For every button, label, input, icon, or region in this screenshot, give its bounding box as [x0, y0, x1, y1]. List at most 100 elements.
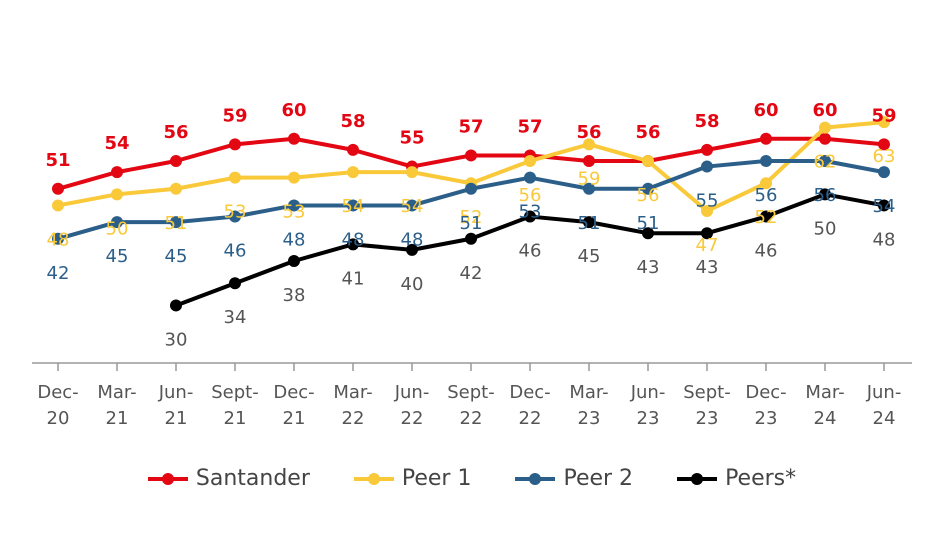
- data-label: 56: [814, 185, 837, 206]
- data-label: 46: [224, 241, 247, 262]
- point: [406, 243, 418, 256]
- point: [583, 182, 595, 195]
- point: [229, 210, 241, 223]
- data-label: 45: [106, 246, 129, 267]
- point: [347, 238, 359, 251]
- data-label: 50: [106, 218, 129, 239]
- point: [878, 199, 890, 212]
- point: [52, 199, 64, 212]
- data-label: 59: [578, 168, 601, 189]
- legend-swatch: [353, 472, 394, 485]
- data-label: 51: [578, 213, 601, 234]
- data-label: 53: [283, 202, 306, 223]
- point: [52, 182, 64, 195]
- legend-label: Santander: [195, 466, 310, 491]
- legend-swatch: [677, 472, 718, 485]
- point: [406, 199, 418, 212]
- x-tick-label: Jun-21: [158, 382, 194, 429]
- point: [878, 116, 890, 129]
- data-label: 59: [222, 105, 247, 126]
- data-label: 53: [519, 202, 542, 223]
- point: [878, 166, 890, 179]
- x-tick-label: Dec-22: [509, 382, 551, 429]
- point: [524, 171, 536, 184]
- data-label: 30: [165, 329, 188, 350]
- point: [524, 155, 536, 167]
- x-tick-label: Jun-24: [866, 382, 902, 429]
- data-label: 40: [401, 274, 424, 295]
- point: [642, 155, 654, 167]
- point: [524, 210, 536, 223]
- legend: Santander Peer 1 Peer 2 Peers*: [0, 466, 944, 491]
- legend-item: Santander: [147, 466, 310, 491]
- data-label: 53: [224, 202, 247, 223]
- point: [347, 199, 359, 212]
- point: [288, 171, 300, 184]
- point: [111, 166, 123, 179]
- legend-item: Peer 1: [353, 466, 471, 491]
- point: [406, 166, 418, 179]
- data-label: 56: [637, 185, 660, 206]
- data-label: 48: [342, 229, 365, 250]
- point: [642, 182, 654, 195]
- point: [642, 227, 654, 240]
- legend-marker: [529, 472, 542, 485]
- legend-swatch: [515, 472, 556, 485]
- legend-label: Peers*: [725, 466, 797, 491]
- x-tick-label: Jun-23: [630, 382, 666, 429]
- data-label: 51: [460, 213, 483, 234]
- point: [583, 216, 595, 229]
- point: [583, 155, 595, 167]
- point: [52, 232, 64, 245]
- point: [111, 216, 123, 229]
- x-tick-label: Dec-21: [273, 382, 315, 429]
- legend-item: Peers*: [677, 466, 796, 491]
- x-tick-label: Dec-20: [37, 382, 79, 429]
- point: [819, 155, 831, 167]
- data-label: 52: [755, 207, 778, 228]
- data-label: 34: [224, 307, 247, 328]
- point: [760, 132, 772, 145]
- data-label: 54: [342, 196, 365, 217]
- x-tick-label: Mar-22: [333, 382, 373, 429]
- data-label: 43: [637, 257, 660, 278]
- data-label: 45: [165, 246, 188, 267]
- legend-marker: [367, 472, 380, 485]
- data-label: 60: [753, 100, 778, 121]
- data-label: 46: [755, 241, 778, 262]
- data-label: 48: [401, 229, 424, 250]
- data-label: 48: [47, 229, 70, 250]
- data-label: 54: [104, 133, 129, 154]
- legend-label: Peer 2: [563, 466, 634, 491]
- data-label: 55: [696, 191, 719, 212]
- point: [819, 188, 831, 201]
- point: [347, 143, 359, 156]
- point: [170, 216, 182, 229]
- point: [583, 138, 595, 151]
- data-label: 41: [342, 268, 365, 289]
- x-tick-label: Sept-23: [683, 382, 731, 429]
- x-tick-label: Dec-23: [745, 382, 787, 429]
- x-tick-label: Sept-22: [447, 382, 495, 429]
- x-tick-label: Mar-24: [805, 382, 845, 429]
- point: [760, 177, 772, 190]
- point: [701, 227, 713, 240]
- point: [288, 255, 300, 267]
- data-label: 54: [401, 196, 424, 217]
- x-tick-label: Mar-23: [569, 382, 609, 429]
- data-label: 54: [873, 196, 896, 217]
- data-label: 57: [458, 116, 483, 137]
- data-label: 55: [399, 128, 424, 149]
- data-label: 60: [281, 100, 306, 121]
- legend-marker: [161, 472, 174, 485]
- data-label: 57: [517, 116, 542, 137]
- point: [288, 132, 300, 145]
- data-label: 42: [460, 263, 483, 284]
- point: [170, 182, 182, 195]
- point: [465, 149, 477, 162]
- point: [229, 171, 241, 184]
- data-label: 56: [635, 122, 660, 143]
- legend-swatch: [147, 472, 188, 485]
